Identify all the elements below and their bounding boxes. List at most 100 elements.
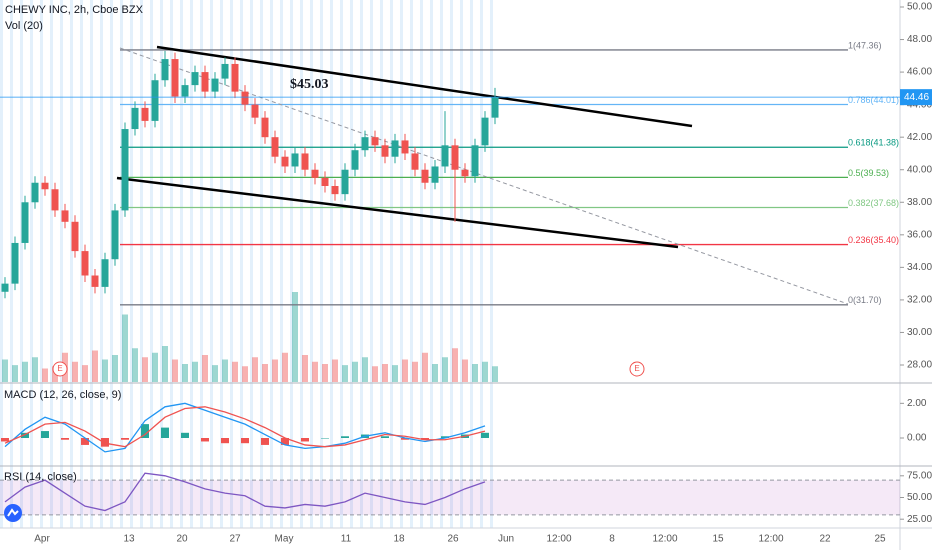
candle-body bbox=[81, 251, 89, 276]
rsi-line bbox=[4, 472, 486, 512]
candle-body bbox=[171, 59, 179, 97]
candle-body bbox=[381, 145, 389, 157]
candle-body bbox=[201, 72, 209, 92]
candle-body bbox=[21, 202, 29, 243]
volume-bar bbox=[382, 364, 388, 382]
volume-bar bbox=[262, 364, 268, 382]
fib-label: 0.786(44.01) bbox=[848, 95, 899, 105]
session-shading bbox=[0, 0, 497, 528]
x-tick-label: 27 bbox=[229, 534, 241, 545]
volume-bar bbox=[142, 357, 148, 382]
macd-histogram bbox=[301, 438, 309, 442]
x-tick-label: 12:00 bbox=[652, 534, 677, 545]
volume-bar bbox=[492, 366, 498, 382]
y-tick-label: 40.00 bbox=[907, 164, 932, 175]
volume-bar bbox=[132, 348, 138, 382]
x-tick-label: 12:00 bbox=[758, 534, 783, 545]
volume-bar bbox=[222, 359, 228, 382]
macd-histogram bbox=[321, 438, 329, 439]
x-tick-label: 12:00 bbox=[546, 534, 571, 545]
y-tick-label: 36.00 bbox=[907, 229, 932, 240]
candle-body bbox=[71, 221, 79, 252]
candle-body bbox=[51, 189, 59, 211]
volume-bar bbox=[202, 355, 208, 382]
candle-body bbox=[131, 107, 139, 130]
candle-body bbox=[481, 117, 489, 146]
earnings-marker[interactable] bbox=[52, 361, 68, 377]
candle-body bbox=[461, 169, 469, 177]
volume-bar bbox=[112, 355, 118, 382]
fib-label: 0(31.70) bbox=[848, 295, 882, 305]
candle-body bbox=[241, 91, 249, 105]
candle-body bbox=[221, 63, 229, 79]
logo[interactable] bbox=[4, 504, 22, 522]
volume-bar bbox=[392, 365, 398, 382]
volume-bar bbox=[272, 359, 278, 382]
macd-histogram bbox=[261, 438, 269, 445]
trend-line bbox=[116, 176, 679, 249]
x-tick-label: 25 bbox=[874, 534, 886, 545]
svg-text:E: E bbox=[57, 364, 62, 373]
volume-bar bbox=[152, 352, 158, 382]
macd-histogram bbox=[481, 432, 489, 438]
volume-bar bbox=[172, 359, 178, 382]
macd-histogram bbox=[81, 438, 89, 445]
candle-body bbox=[311, 169, 319, 178]
volume-bar bbox=[422, 352, 428, 382]
y-tick-label: 48.00 bbox=[907, 34, 932, 45]
y-tick-label: 75.00 bbox=[907, 470, 932, 481]
candle-body bbox=[41, 182, 49, 190]
macd-histogram bbox=[41, 431, 49, 438]
volume-bar bbox=[42, 368, 48, 382]
y-tick-label: 30.00 bbox=[907, 327, 932, 338]
candle-body bbox=[111, 210, 119, 260]
volume-bar bbox=[482, 361, 488, 382]
volume-bar bbox=[452, 348, 458, 382]
chart-title: CHEWY INC, 2h, Cboe BZX bbox=[5, 4, 144, 16]
last-price-label: 44.46 bbox=[904, 92, 929, 103]
volume-bar bbox=[232, 361, 238, 382]
macd-line bbox=[4, 402, 486, 453]
candle-body bbox=[231, 63, 239, 92]
candle-body bbox=[1, 283, 9, 292]
x-tick-label: Jun bbox=[498, 534, 514, 545]
y-tick-label: 42.00 bbox=[907, 132, 932, 143]
volume-bar bbox=[352, 361, 358, 382]
macd-histogram bbox=[21, 432, 29, 438]
volume-bar bbox=[102, 359, 108, 382]
volume-bar bbox=[462, 359, 468, 382]
volume-bar bbox=[402, 359, 408, 382]
volume-bar bbox=[72, 361, 78, 382]
candle-body bbox=[251, 104, 259, 118]
candle-body bbox=[371, 137, 379, 146]
x-tick-label: May bbox=[275, 534, 294, 545]
macd-histogram bbox=[181, 432, 189, 438]
volume-bar bbox=[82, 365, 88, 382]
volume-bar bbox=[472, 364, 478, 382]
candle-body bbox=[191, 72, 199, 86]
x-tick-label: 11 bbox=[341, 534, 352, 545]
y-tick-label: 46.00 bbox=[907, 67, 932, 78]
candle-body bbox=[391, 140, 399, 157]
candle-body bbox=[101, 259, 109, 287]
x-tick-label: 22 bbox=[819, 534, 831, 545]
rsi-label: RSI (14, close) bbox=[4, 471, 77, 483]
svg-text:E: E bbox=[634, 364, 639, 373]
fib-label: 0.618(41.38) bbox=[848, 138, 899, 148]
fib-label: 0.236(35.40) bbox=[848, 235, 899, 245]
macd-histogram bbox=[201, 438, 209, 442]
trend-line bbox=[156, 45, 693, 128]
macd-histogram bbox=[281, 438, 289, 445]
rsi-band bbox=[0, 480, 900, 515]
x-tick-label: 15 bbox=[712, 534, 724, 545]
x-tick-label: 8 bbox=[609, 534, 615, 545]
y-tick-label: 50.00 bbox=[907, 2, 932, 13]
candle-body bbox=[471, 145, 479, 177]
candle-body bbox=[181, 85, 189, 97]
earnings-marker[interactable] bbox=[629, 361, 645, 377]
candle-body bbox=[161, 59, 169, 81]
volume-bar bbox=[162, 346, 168, 382]
volume-bar bbox=[32, 357, 38, 382]
candle-body bbox=[141, 107, 149, 121]
